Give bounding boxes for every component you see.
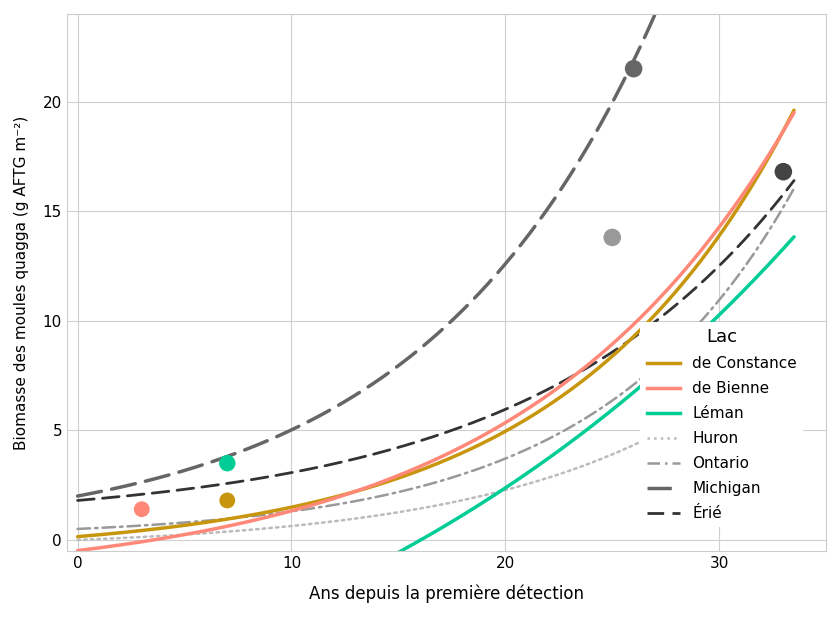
Point — [777, 167, 790, 176]
Point — [221, 458, 234, 468]
Legend: de Constance, de Bienne, Léman, Huron, Ontario, Michigan, Érié: de Constance, de Bienne, Léman, Huron, O… — [640, 322, 803, 527]
Y-axis label: Biomasse des moules quagga (g AFTG m⁻²): Biomasse des moules quagga (g AFTG m⁻²) — [14, 115, 29, 450]
Point — [606, 233, 619, 242]
Point — [221, 495, 234, 505]
X-axis label: Ans depuis la première détection: Ans depuis la première détection — [309, 585, 584, 603]
Point — [135, 504, 149, 514]
Point — [627, 64, 640, 73]
